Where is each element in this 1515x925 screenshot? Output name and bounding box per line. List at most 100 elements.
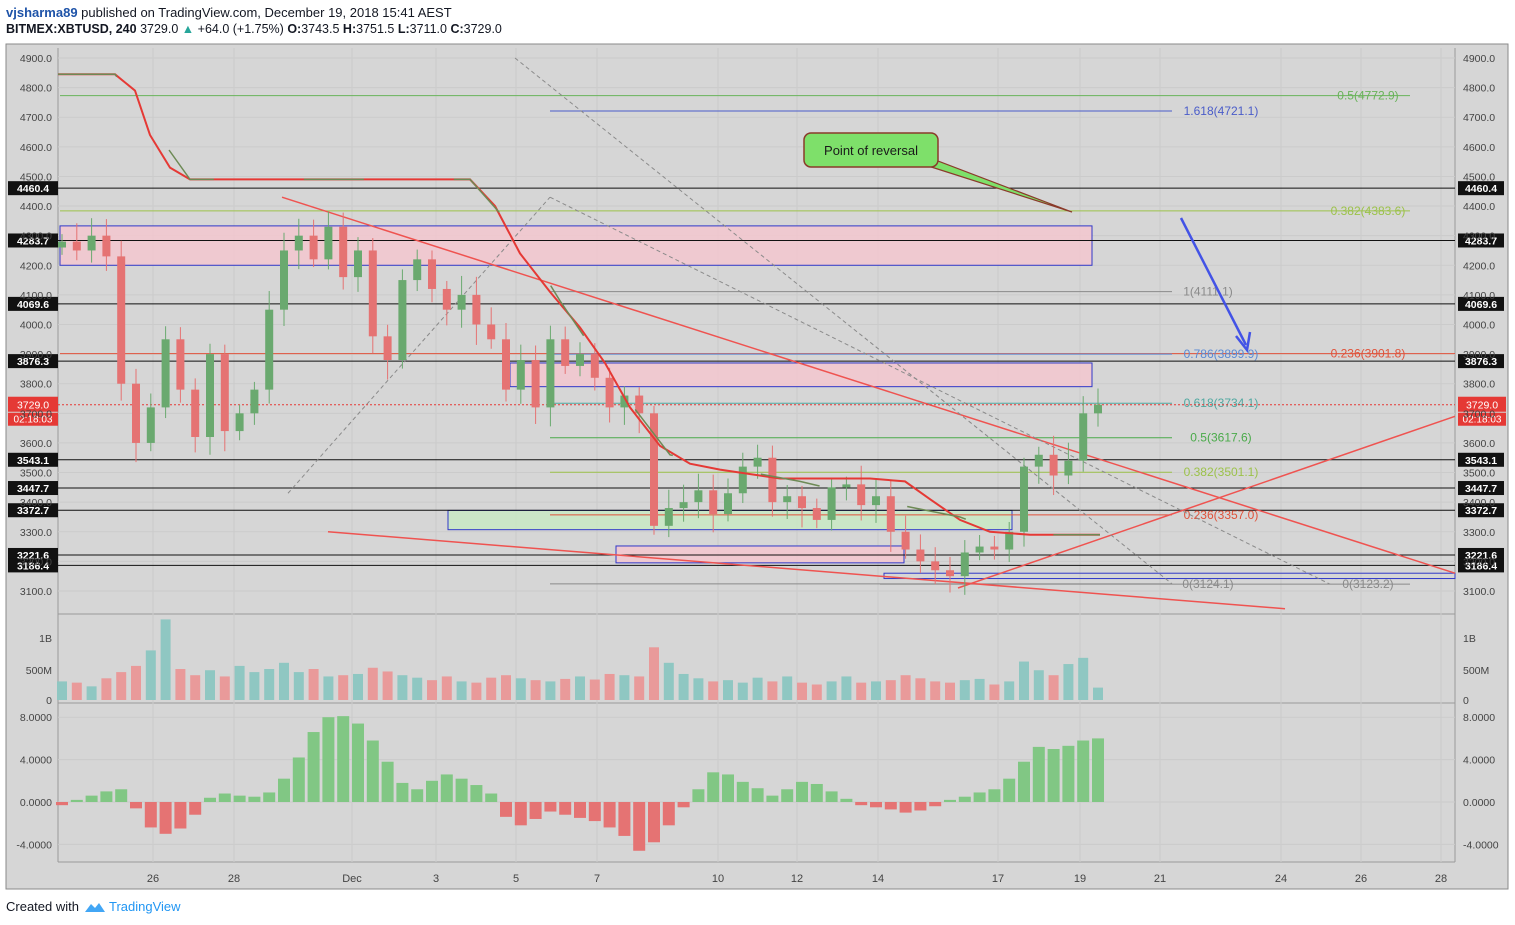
candle-down	[590, 354, 599, 378]
tradingview-link[interactable]: TradingView	[108, 899, 181, 914]
volume-bar	[234, 665, 245, 700]
oscillator-bar	[500, 802, 512, 817]
volume-bar	[441, 676, 452, 700]
volume-bar	[797, 682, 807, 700]
y-tick-label-left: 4500.0	[20, 171, 52, 183]
oscillator-bar	[825, 791, 838, 802]
oscillator-bar	[85, 795, 98, 802]
fib-level-label: 0(3124.1)	[1182, 577, 1233, 591]
level-label-bg-left	[8, 481, 58, 496]
fib-level-label: 0.618(3734.1)	[1184, 396, 1259, 410]
y-tick-label-left: 3400.0	[20, 497, 52, 509]
level-label-left: 3876.3	[17, 356, 49, 368]
level-label-bg-left	[8, 503, 58, 518]
volume-tick-left: 1B	[39, 633, 52, 645]
y-tick-label-left: 4900.0	[20, 53, 52, 65]
volume-bar	[412, 677, 423, 700]
open-label: O:	[287, 22, 302, 36]
publish-header: vjsharma89 published on TradingView.com,…	[6, 5, 452, 20]
volume-bar	[515, 678, 526, 700]
oscillator-bar	[396, 782, 409, 802]
y-tick-label-right: 4500.0	[1463, 171, 1495, 183]
volume-bar	[974, 678, 985, 700]
oscillator-bar	[189, 802, 202, 815]
fib-level-label: 1.618(4721.1)	[1184, 104, 1259, 118]
volume-bar	[205, 670, 215, 700]
forecast-arrow-head	[1235, 331, 1252, 353]
oscillator-bar	[1018, 761, 1030, 802]
candles-layer	[58, 211, 1102, 595]
fib-fan-line	[514, 57, 1173, 585]
candle-up	[738, 466, 747, 494]
oscillator-bar	[292, 757, 305, 802]
y-tick-label-left: 4300.0	[20, 231, 52, 243]
oscillator-bar	[633, 802, 646, 851]
y-tick-label-left: 3100.0	[20, 586, 52, 598]
level-label-bg-right	[1458, 181, 1504, 196]
volume-bar	[293, 672, 304, 700]
y-tick-label-left: 3300.0	[20, 527, 52, 539]
level-label-bg-right	[1458, 452, 1504, 467]
level-label-right: 4069.6	[1465, 299, 1497, 311]
candle-down	[487, 324, 496, 340]
oscillator-bar	[1003, 778, 1016, 802]
oscillator-bar	[70, 799, 83, 802]
candle-up	[457, 294, 466, 310]
candle-down	[502, 339, 510, 390]
oscillator-pane	[56, 716, 1104, 851]
x-tick-label: 10	[712, 873, 724, 885]
x-tick-label: 12	[791, 873, 803, 885]
oscillator-bar	[159, 802, 172, 834]
countdown-tag-right	[1458, 412, 1506, 426]
volume-bar	[71, 682, 82, 700]
volume-bar	[382, 671, 393, 700]
candle-up	[161, 339, 170, 408]
y-tick-label-left: 4400.0	[20, 201, 52, 213]
candle-up	[398, 280, 407, 361]
oscillator-bar	[544, 802, 557, 812]
candle-up	[250, 389, 259, 414]
level-label-bg-left	[8, 452, 58, 467]
oscillator-bar	[307, 732, 320, 802]
level-label-right: 3447.7	[1465, 483, 1497, 495]
candle-down	[428, 259, 436, 289]
volume-bar	[530, 680, 541, 700]
y-tick-label-left: 4700.0	[20, 112, 52, 124]
osc-tick-left: -4.0000	[16, 839, 52, 851]
volume-bar	[308, 669, 319, 700]
y-tick-label-right: 4300.0	[1463, 231, 1495, 243]
volume-bar	[723, 680, 733, 700]
current-price-tag-right	[1458, 396, 1506, 412]
fib-fan-line	[287, 196, 551, 494]
level-label-left: 3447.7	[17, 483, 49, 495]
author-link[interactable]: vjsharma89	[6, 5, 78, 20]
fib-level-label: 0.382(3501.1)	[1184, 465, 1259, 479]
volume-bar	[471, 682, 482, 700]
oscillator-bar	[810, 783, 823, 802]
level-label-bg-left	[8, 233, 58, 248]
oscillator-bar	[426, 780, 438, 802]
level-label-right: 4283.7	[1465, 235, 1497, 247]
candle-up	[664, 508, 673, 526]
oscillator-bar	[514, 802, 527, 826]
oscillator-bar	[440, 774, 453, 802]
y-tick-label-right: 3500.0	[1463, 468, 1495, 480]
candle-down	[383, 336, 392, 361]
candle-up	[1094, 404, 1102, 414]
level-label-left: 3186.4	[17, 560, 49, 572]
volume-bar	[871, 681, 881, 700]
oscillator-bar	[1062, 745, 1075, 802]
trend-line	[281, 196, 1456, 574]
volume-bar	[131, 665, 141, 700]
oscillator-bar	[218, 793, 231, 802]
oscillator-bar	[870, 802, 882, 808]
zones-layer	[59, 225, 1456, 580]
oscillator-bar	[1077, 740, 1090, 802]
level-label-right: 3372.7	[1465, 505, 1497, 517]
volume-bar	[619, 675, 630, 700]
candle-down	[102, 235, 111, 257]
oscillator-bar	[944, 799, 956, 802]
y-tick-label-left: 4000.0	[20, 319, 52, 331]
oscillator-bar	[736, 781, 749, 802]
